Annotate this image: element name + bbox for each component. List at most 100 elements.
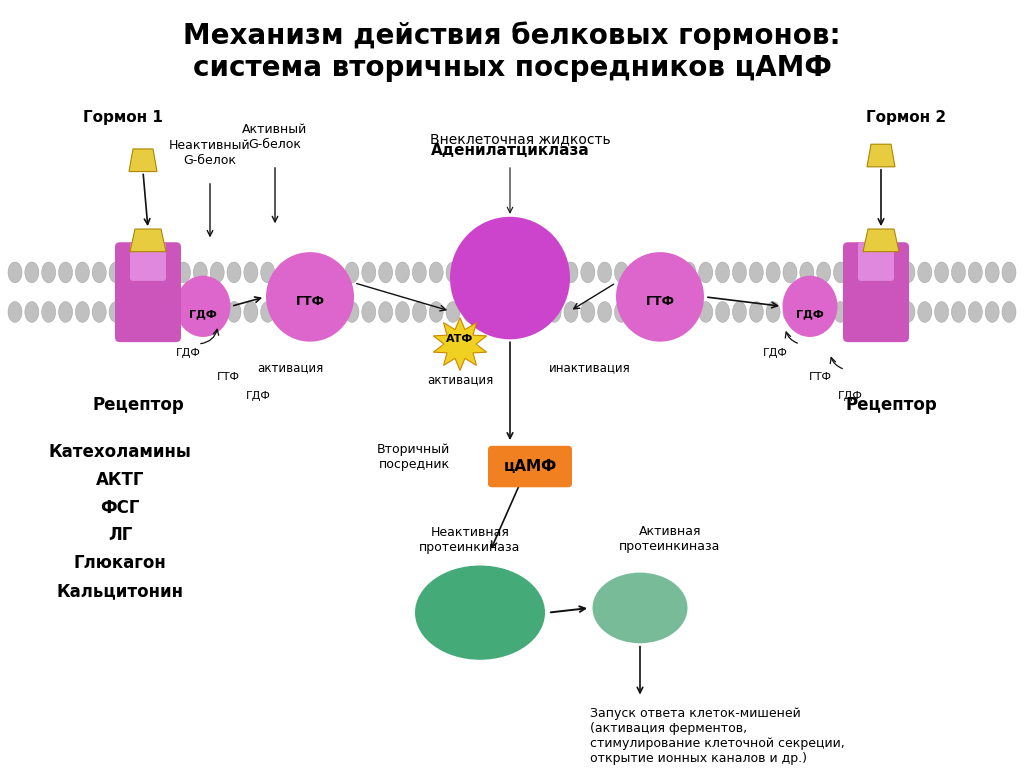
Ellipse shape [581, 302, 595, 323]
Ellipse shape [783, 262, 797, 283]
Ellipse shape [867, 302, 882, 323]
Ellipse shape [142, 302, 157, 323]
Ellipse shape [227, 262, 241, 283]
Ellipse shape [446, 302, 460, 323]
Text: ГТФ: ГТФ [216, 372, 240, 382]
Ellipse shape [817, 262, 830, 283]
Ellipse shape [415, 565, 545, 660]
FancyBboxPatch shape [843, 242, 909, 342]
Polygon shape [433, 318, 486, 370]
Polygon shape [867, 144, 895, 167]
Ellipse shape [750, 302, 763, 323]
Ellipse shape [58, 302, 73, 323]
Ellipse shape [593, 573, 687, 644]
Ellipse shape [901, 262, 914, 283]
Ellipse shape [76, 262, 89, 283]
Ellipse shape [935, 302, 948, 323]
Ellipse shape [614, 302, 629, 323]
Ellipse shape [429, 302, 443, 323]
Ellipse shape [176, 302, 190, 323]
Polygon shape [863, 229, 899, 252]
FancyBboxPatch shape [858, 242, 894, 281]
Ellipse shape [395, 262, 410, 283]
Ellipse shape [110, 302, 123, 323]
Ellipse shape [497, 262, 511, 283]
Ellipse shape [716, 262, 729, 283]
Ellipse shape [750, 262, 763, 283]
Ellipse shape [244, 262, 258, 283]
Ellipse shape [25, 262, 39, 283]
Ellipse shape [361, 262, 376, 283]
Ellipse shape [8, 302, 22, 323]
Ellipse shape [345, 302, 359, 323]
Ellipse shape [884, 302, 898, 323]
Ellipse shape [850, 302, 864, 323]
Ellipse shape [295, 302, 308, 323]
Ellipse shape [884, 262, 898, 283]
Ellipse shape [850, 262, 864, 283]
Ellipse shape [157, 298, 175, 324]
FancyBboxPatch shape [130, 242, 166, 281]
Ellipse shape [849, 298, 867, 324]
Text: Гормон 2: Гормон 2 [866, 111, 946, 125]
Ellipse shape [110, 262, 123, 283]
Text: Внеклеточная жидкость: Внеклеточная жидкость [430, 133, 610, 147]
Text: ГТФ: ГТФ [645, 295, 675, 308]
Ellipse shape [918, 262, 932, 283]
Ellipse shape [194, 302, 207, 323]
Ellipse shape [766, 262, 780, 283]
Ellipse shape [160, 262, 174, 283]
Ellipse shape [547, 302, 561, 323]
Ellipse shape [665, 262, 679, 283]
Ellipse shape [479, 262, 494, 283]
Text: Неактивная
протеинкиназа: Неактивная протеинкиназа [419, 526, 520, 554]
Ellipse shape [126, 302, 140, 323]
Text: ГТФ: ГТФ [296, 295, 325, 308]
Ellipse shape [716, 302, 729, 323]
Ellipse shape [463, 262, 477, 283]
Ellipse shape [295, 262, 308, 283]
Ellipse shape [951, 262, 966, 283]
Ellipse shape [361, 302, 376, 323]
Text: Неактивный
G-белок: Неактивный G-белок [169, 139, 251, 167]
Ellipse shape [698, 262, 713, 283]
Text: активация: активация [257, 361, 324, 374]
Ellipse shape [278, 302, 292, 323]
Ellipse shape [782, 276, 838, 337]
Ellipse shape [665, 302, 679, 323]
Ellipse shape [121, 298, 139, 324]
Ellipse shape [210, 262, 224, 283]
Text: АТФ: АТФ [446, 334, 474, 344]
Ellipse shape [732, 262, 746, 283]
Text: инактивация: инактивация [549, 361, 631, 374]
Ellipse shape [581, 262, 595, 283]
Text: Катехоламины
АКТГ
ФСГ
ЛГ
Глюкагон
Кальцитонин: Катехоламины АКТГ ФСГ ЛГ Глюкагон Кальци… [48, 443, 191, 600]
Ellipse shape [800, 262, 814, 283]
Ellipse shape [395, 302, 410, 323]
Ellipse shape [1002, 302, 1016, 323]
Text: Активный
G-белок: Активный G-белок [243, 123, 307, 151]
Ellipse shape [42, 302, 55, 323]
Ellipse shape [834, 262, 848, 283]
Ellipse shape [614, 262, 629, 283]
Ellipse shape [648, 302, 663, 323]
Ellipse shape [76, 302, 89, 323]
Ellipse shape [25, 302, 39, 323]
Ellipse shape [126, 262, 140, 283]
Ellipse shape [867, 262, 882, 283]
Ellipse shape [935, 262, 948, 283]
Ellipse shape [8, 262, 22, 283]
Ellipse shape [885, 298, 903, 324]
Ellipse shape [42, 262, 55, 283]
Text: Запуск ответа клеток-мишеней
(активация ферментов,
стимулирование клеточной секр: Запуск ответа клеток-мишеней (активация … [590, 707, 845, 765]
Ellipse shape [210, 302, 224, 323]
Ellipse shape [1002, 262, 1016, 283]
Text: ГДФ: ГДФ [175, 349, 201, 359]
Ellipse shape [92, 302, 106, 323]
Ellipse shape [227, 302, 241, 323]
Ellipse shape [450, 217, 570, 339]
Ellipse shape [648, 262, 663, 283]
Ellipse shape [682, 262, 696, 283]
Ellipse shape [698, 302, 713, 323]
Text: Гормон 1: Гормон 1 [83, 111, 163, 125]
